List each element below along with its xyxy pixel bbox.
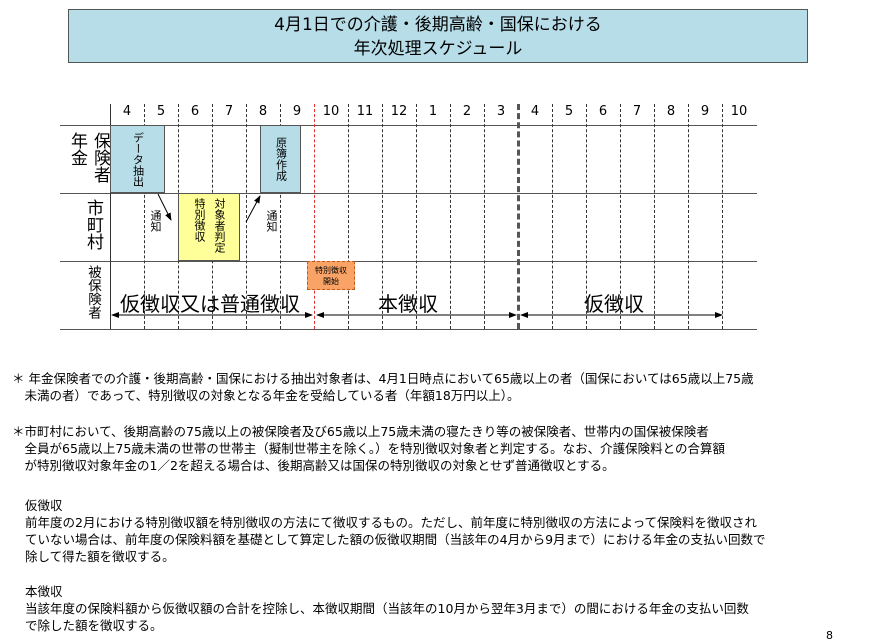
note-extraction: ＊ 年金保険者での介護・後期高齢・国保における抽出対象者は、4月1日時点において… [12,371,754,403]
body-provisional: 前年度の2月における特別徴収額を特別徴収の方法にて徴収するもの。ただし、前年度に… [25,515,766,564]
month-divider [484,104,485,329]
month-divider [688,104,689,329]
month-label: 3 [496,104,506,119]
period-provisional-or-normal: 仮徴収又は普通徴収 [120,292,300,316]
month-divider [620,104,621,329]
ledger-box: 原簿作成 [260,125,301,193]
notify-label-2: 通知 [265,210,278,232]
fiscal-year-boundary-line [517,104,520,329]
month-label: 4 [530,104,540,119]
month-label: 12 [390,104,408,119]
month-label: 1 [428,104,438,119]
heading-main: 本徴収 [25,584,63,599]
data-extract-label: データ抽出 [131,131,145,187]
month-divider [722,104,723,329]
judge-label-1: 特別徴収 [193,198,206,242]
note-municipality: ＊市町村において、後期高齢の75歳以上の被保険者及び65歳以上75歳未満の寝たき… [12,424,725,473]
month-divider [416,104,417,329]
special-collection-judge-box: 対象者判定 特別徴収 [178,193,240,261]
notify-arrow-down [157,193,172,221]
special-start-box: 特別徴収開始 [307,261,355,290]
month-label: 5 [156,104,166,119]
page-number: 8 [826,629,833,642]
month-label: 9 [292,104,302,119]
month-divider [586,104,587,329]
title-line-1: 4月1日での介護・後期高齢・国保における [274,15,602,35]
period-main-collection: 本徴収 [378,292,438,316]
row-divider [60,125,757,126]
month-label: 7 [632,104,642,119]
month-label: 6 [598,104,608,119]
month-label: 5 [564,104,574,119]
row-label-pension: 年金 [67,132,87,166]
row-divider [60,261,757,262]
heading-provisional: 仮徴収 [25,498,63,513]
month-divider [382,104,383,329]
month-divider [348,104,349,329]
month-label: 10 [730,104,748,119]
ledger-label: 原簿作成 [274,137,288,181]
row-label-insured: 被保険者 [85,265,101,319]
month-label: 4 [122,104,132,119]
month-divider [450,104,451,329]
title-line-2: 年次処理スケジュール [353,39,523,59]
month-divider [552,104,553,329]
notify-arrow-up [245,195,261,223]
month-label: 11 [356,104,374,119]
row-label-municipality: 市町村 [83,199,103,250]
data-extract-box: データ抽出 [110,125,165,193]
row-divider [60,193,757,194]
row-divider [60,329,757,330]
month-label: 8 [666,104,676,119]
body-main: 当該年度の保険料額から仮徴収額の合計を控除し、本徴収期間（当該年の10月から翌年… [25,601,749,633]
month-divider [144,104,145,329]
month-divider [654,104,655,329]
month-label: 8 [258,104,268,119]
month-label: 2 [462,104,472,119]
month-divider [280,104,281,329]
period-provisional: 仮徴収 [584,292,644,316]
row-label-insurer: 保険者 [90,132,110,183]
month-divider [246,104,247,329]
month-label: 9 [700,104,710,119]
judge-label-2: 対象者判定 [213,198,226,253]
month-label: 10 [322,104,340,119]
special-start-label: 特別徴収開始 [315,265,347,286]
month-label: 7 [224,104,234,119]
notify-label-1: 通知 [149,210,162,232]
month-label: 6 [190,104,200,119]
month-divider [110,104,111,329]
page-title: 4月1日での介護・後期高齢・国保における 年次処理スケジュール [68,9,808,63]
fiscal-midpoint-line [314,104,315,329]
